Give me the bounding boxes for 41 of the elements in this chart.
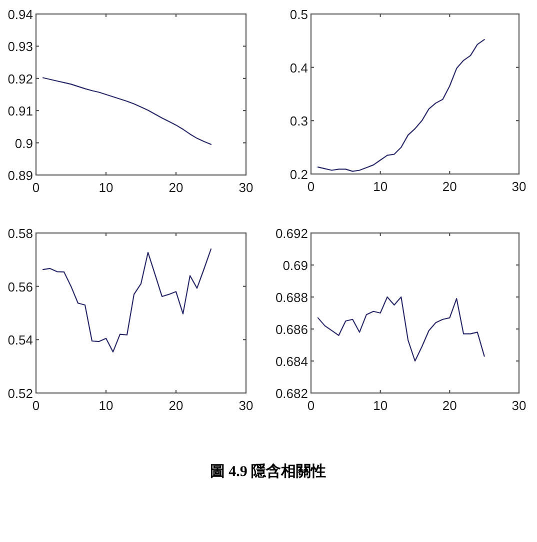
y-tick-label: 0.69	[282, 258, 308, 273]
line-series	[42, 248, 212, 352]
y-tick-label: 0.56	[8, 279, 33, 294]
y-tick-label: 0.686	[275, 322, 308, 337]
x-tick-label: 10	[98, 398, 114, 413]
x-tick-label: 30	[238, 180, 254, 195]
x-tick-label: 30	[512, 398, 526, 413]
x-tick-label: 10	[373, 398, 388, 413]
line-series	[317, 39, 485, 172]
y-tick-label: 0.91	[8, 104, 33, 119]
x-tick-label: 10	[98, 180, 114, 195]
y-tick-label: 0.9	[14, 136, 33, 151]
y-tick-label: 0.54	[8, 332, 33, 348]
y-tick-label: 0.93	[8, 39, 33, 54]
x-tick-label: 0	[32, 398, 40, 413]
y-tick-label: 0.688	[275, 290, 308, 305]
line-series	[42, 77, 212, 145]
x-tick-label: 20	[168, 398, 184, 413]
y-tick-label: 0.5	[290, 7, 308, 22]
y-tick-label: 0.89	[8, 168, 33, 183]
y-tick-label: 0.684	[275, 354, 308, 369]
y-tick-label: 0.94	[8, 7, 33, 22]
y-tick-label: 0.692	[275, 226, 308, 241]
y-tick-label: 0.52	[8, 386, 33, 401]
y-tick-label: 0.682	[275, 386, 308, 401]
x-tick-label: 0	[32, 180, 40, 195]
y-tick-label: 0.3	[290, 114, 308, 129]
y-tick-label: 0.92	[8, 71, 33, 86]
y-tick-label: 0.58	[8, 226, 33, 241]
y-tick-label: 0.2	[290, 167, 308, 182]
y-tick-label: 0.4	[290, 60, 308, 76]
x-tick-label: 20	[168, 180, 184, 195]
x-tick-label: 10	[373, 179, 388, 194]
x-tick-label: 30	[238, 398, 254, 413]
line-series	[317, 296, 485, 362]
x-tick-label: 0	[307, 398, 315, 413]
x-tick-label: 20	[442, 179, 457, 194]
x-tick-label: 30	[512, 179, 526, 194]
x-tick-label: 20	[442, 398, 457, 413]
caption: 圖 4.9 隱含相關性	[210, 463, 326, 480]
x-tick-label: 0	[307, 179, 315, 194]
